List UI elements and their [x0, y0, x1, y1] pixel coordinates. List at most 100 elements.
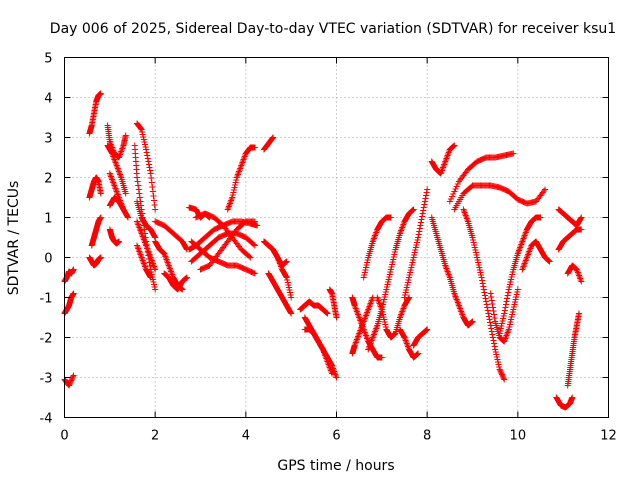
- data-point: [122, 132, 129, 139]
- y-axis-label: SDTVAR / TECUs: [6, 181, 22, 296]
- data-track: [86, 254, 104, 269]
- data-point: [421, 201, 428, 208]
- y-tick-label: 1: [44, 212, 52, 227]
- data-point: [500, 375, 507, 382]
- data-point: [487, 322, 494, 329]
- data-point: [490, 337, 497, 344]
- data-track: [360, 214, 394, 281]
- data-point: [287, 309, 294, 316]
- data-track: [104, 122, 129, 161]
- data-point: [481, 292, 488, 299]
- data-point: [502, 304, 509, 311]
- data-point: [147, 167, 154, 174]
- data-point: [387, 214, 394, 221]
- data-point: [378, 354, 385, 361]
- data-point: [416, 228, 423, 235]
- data-point: [152, 286, 159, 293]
- data-track: [487, 286, 521, 345]
- data-point: [246, 253, 253, 260]
- y-tick-label: 5: [44, 52, 52, 67]
- data-point: [120, 206, 127, 213]
- data-point: [70, 290, 77, 297]
- data-point: [488, 328, 495, 335]
- data-point: [283, 258, 290, 265]
- data-track: [61, 372, 77, 389]
- data-point: [269, 135, 276, 142]
- data-point: [546, 258, 553, 265]
- y-tick-label: -1: [40, 292, 53, 307]
- data-point: [149, 184, 156, 190]
- y-tick-label: 4: [44, 92, 52, 107]
- x-tick-label: 8: [423, 429, 431, 444]
- data-point: [415, 350, 422, 357]
- data-point: [150, 193, 157, 199]
- y-tick-label: 2: [44, 172, 52, 187]
- data-track: [86, 90, 104, 137]
- data-track: [428, 214, 476, 329]
- data-track: [260, 134, 277, 153]
- data-point: [419, 210, 426, 217]
- data-point: [419, 213, 426, 220]
- data-point: [490, 308, 497, 314]
- data-track: [374, 294, 413, 341]
- data-track: [161, 270, 190, 293]
- data-point: [487, 319, 494, 326]
- data-point: [480, 283, 487, 290]
- data-point: [135, 186, 142, 193]
- data-track: [326, 286, 340, 321]
- data-track: [301, 326, 335, 377]
- data-point: [135, 182, 142, 189]
- x-tick-label: 10: [510, 429, 527, 444]
- y-tick-label: -2: [40, 332, 53, 347]
- data-point: [146, 164, 153, 171]
- data-point: [502, 301, 509, 308]
- data-point: [501, 307, 508, 314]
- data-point: [480, 286, 487, 293]
- data-point: [115, 238, 122, 245]
- data-point: [251, 270, 258, 277]
- data-track: [564, 310, 583, 389]
- data-point: [143, 149, 150, 156]
- data-point: [417, 222, 424, 229]
- data-point: [503, 298, 510, 305]
- x-tick-label: 12: [600, 429, 617, 444]
- data-point: [288, 294, 295, 301]
- data-point: [577, 215, 584, 222]
- data-track: [224, 144, 258, 213]
- data-point: [145, 158, 152, 165]
- data-point: [484, 304, 491, 311]
- data-point: [136, 194, 143, 201]
- data-point: [416, 225, 423, 232]
- data-track: [396, 326, 422, 361]
- data-point: [488, 325, 495, 332]
- data-point: [481, 289, 488, 296]
- data-point: [251, 242, 258, 249]
- data-point: [483, 298, 490, 305]
- data-point: [151, 233, 158, 240]
- data-track: [519, 238, 553, 273]
- data-point: [418, 216, 425, 223]
- data-track: [265, 270, 295, 317]
- data-point: [152, 206, 159, 213]
- chart-title: Day 006 of 2025, Sidereal Day-to-day VTE…: [50, 21, 616, 37]
- data-point: [451, 142, 458, 149]
- data-point: [479, 280, 486, 287]
- data-point: [119, 205, 126, 212]
- data-track: [270, 246, 290, 269]
- data-point: [420, 207, 427, 214]
- data-point: [488, 294, 495, 300]
- data-point: [152, 266, 159, 273]
- data-point: [569, 394, 576, 401]
- data-track: [349, 294, 376, 357]
- y-tick-label: 3: [44, 132, 52, 147]
- data-point: [537, 214, 544, 221]
- x-tick-label: 2: [151, 429, 159, 444]
- data-point: [70, 373, 76, 380]
- data-point: [491, 343, 498, 350]
- data-point: [542, 186, 549, 193]
- data-point: [491, 311, 498, 318]
- x-tick-label: 0: [60, 429, 68, 444]
- data-point: [138, 125, 144, 132]
- data-point: [147, 274, 154, 281]
